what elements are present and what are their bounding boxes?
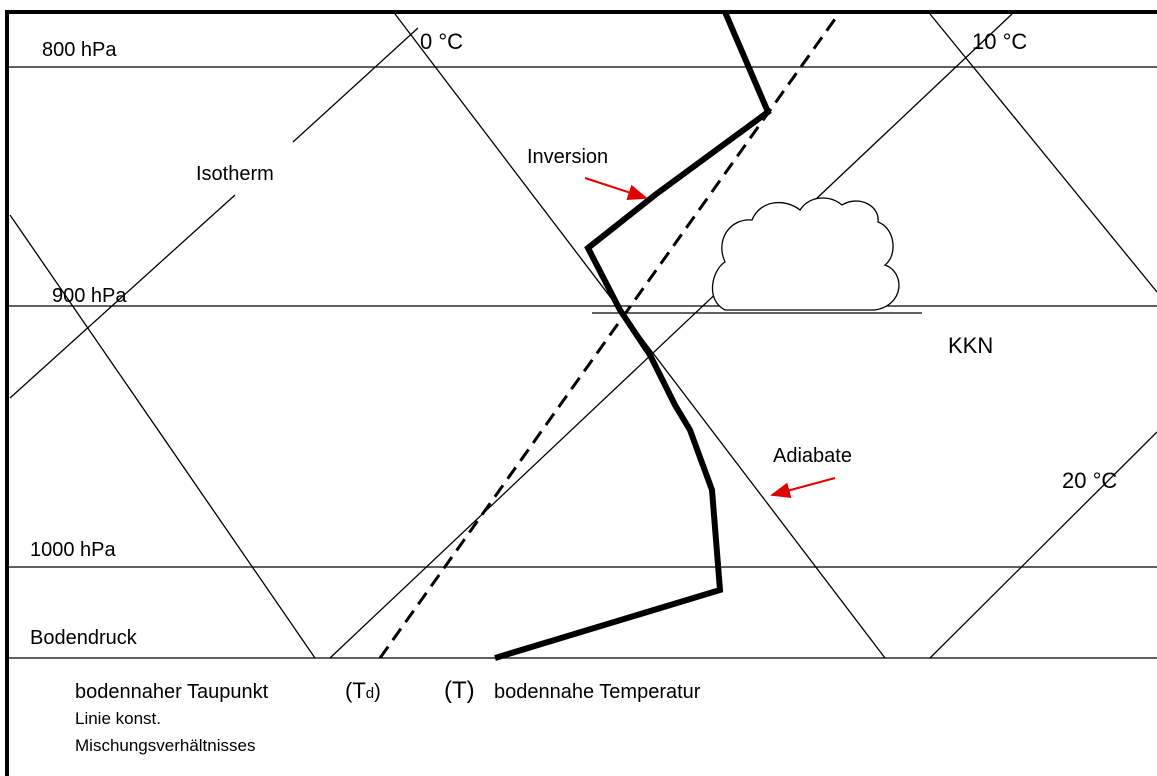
label-900: 900 hPa xyxy=(52,285,127,307)
frame xyxy=(5,10,1157,776)
dewpoint-text: bodennaher Taupunkt xyxy=(75,681,269,703)
pressure-lines xyxy=(9,66,1157,659)
mixing-ratio-line xyxy=(378,11,842,659)
adiabate-arrow xyxy=(770,477,836,499)
label-adiabate: Adiabate xyxy=(773,445,852,467)
mixing-line-2: Mischungsverhältnisses xyxy=(75,736,255,755)
dewpoint-sub: d xyxy=(366,685,374,702)
temperature-symbol: (T) xyxy=(444,677,475,704)
isotherms xyxy=(9,13,1157,659)
label-isotherm: Isotherm xyxy=(196,163,274,185)
dewpoint-close: ) xyxy=(374,681,381,703)
cloud xyxy=(711,197,900,311)
label-kkn: KKN xyxy=(948,333,993,358)
temperature-text: bodennahe Temperatur xyxy=(494,681,701,703)
label-1000: 1000 hPa xyxy=(30,539,117,561)
label-inversion: Inversion xyxy=(527,146,608,168)
label-surface: Bodendruck xyxy=(30,627,138,649)
temperature-profile xyxy=(494,10,772,661)
label-10c: 10 °C xyxy=(972,29,1027,54)
mixing-line-1: Linie konst. xyxy=(75,709,161,728)
label-20c: 20 °C xyxy=(1062,468,1117,493)
dewpoint-symbol: (Td) xyxy=(345,678,381,703)
dewpoint-open: (T xyxy=(345,678,366,703)
inversion-arrow xyxy=(584,177,648,200)
label-800: 800 hPa xyxy=(42,39,117,61)
label-0c: 0 °C xyxy=(420,29,463,54)
